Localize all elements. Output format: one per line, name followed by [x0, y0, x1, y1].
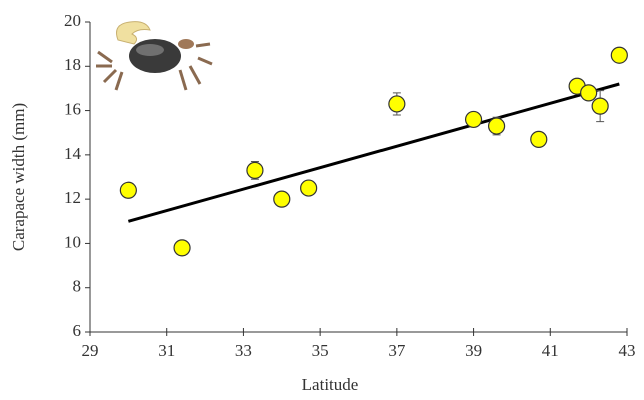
- y-axis-label: Carapace width (mm): [9, 103, 28, 251]
- point: [388, 95, 406, 113]
- point: [530, 130, 548, 148]
- crab-small-claw: [178, 39, 194, 49]
- x-tick-label: 39: [465, 341, 482, 360]
- crab-claw: [116, 21, 151, 45]
- y-tick-label: 20: [64, 11, 81, 30]
- point: [119, 181, 137, 199]
- point: [591, 97, 609, 115]
- x-tick-label: 31: [158, 341, 175, 360]
- x-tick-label: 43: [619, 341, 636, 360]
- x-axis-label: Latitude: [302, 375, 359, 394]
- crab-shell: [129, 39, 181, 73]
- y-tick-label: 12: [64, 188, 81, 207]
- x-tick-label: 37: [388, 341, 406, 360]
- crab-icon: [96, 21, 213, 91]
- y-tick-label: 16: [64, 99, 81, 118]
- y-tick-label: 6: [73, 321, 82, 340]
- point: [464, 110, 483, 129]
- x-tick-label: 41: [542, 341, 559, 360]
- crab-legs-left: [96, 50, 124, 91]
- point: [487, 117, 506, 135]
- x-tick-label: 33: [235, 341, 252, 360]
- x-tick-label: 35: [312, 341, 329, 360]
- y-tick-label: 8: [73, 277, 82, 296]
- point: [273, 190, 291, 208]
- crab-legs-right: [178, 42, 213, 91]
- y-tick-label: 14: [64, 144, 82, 163]
- point: [300, 179, 318, 197]
- point: [580, 84, 598, 102]
- point: [610, 46, 628, 64]
- point: [173, 239, 191, 257]
- y-tick-label: 10: [64, 232, 81, 251]
- x-tick-label: 29: [82, 341, 99, 360]
- y-tick-label: 18: [64, 55, 81, 74]
- crab-shine: [136, 44, 164, 56]
- point: [246, 161, 264, 179]
- trend-line: [127, 82, 620, 223]
